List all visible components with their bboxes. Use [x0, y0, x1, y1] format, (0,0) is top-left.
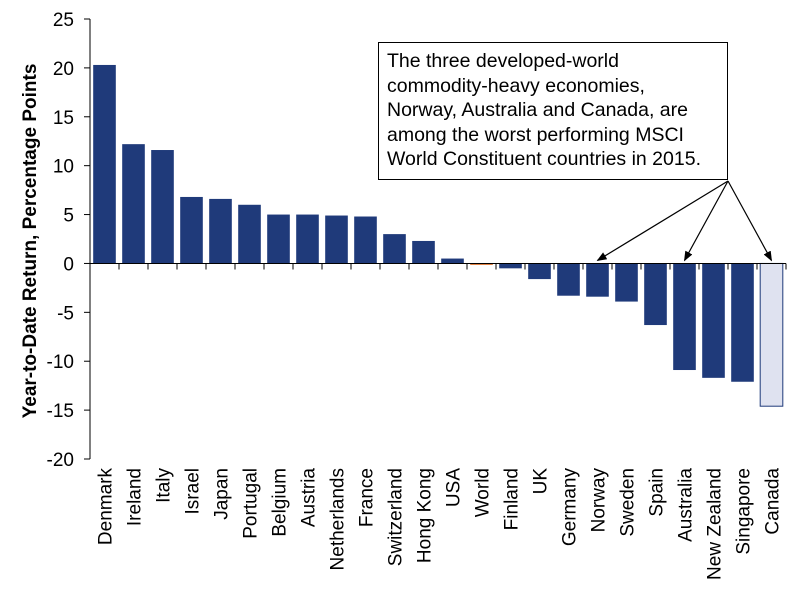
bar-france: [354, 216, 377, 264]
x-tick-label: Ireland: [125, 468, 146, 526]
x-tick-label: UK: [531, 468, 552, 495]
bar-hong-kong: [412, 240, 435, 264]
x-tick-label: Denmark: [96, 468, 117, 546]
y-tick-label: -10: [47, 352, 74, 373]
x-tick-label: Israel: [183, 468, 204, 514]
y-tick-label: 5: [63, 206, 74, 227]
y-axis-ticks: 25 20 15 10 5 0 -5 -10 -15 -20: [47, 10, 90, 471]
y-tick-label: 20: [53, 59, 74, 80]
bar-austria: [296, 214, 319, 264]
x-tick-label: Canada: [763, 468, 784, 535]
x-tick-label: Japan: [212, 468, 233, 520]
y-tick-label: 10: [53, 157, 74, 178]
x-tick-label: Finland: [502, 468, 523, 530]
bar-spain: [644, 263, 667, 326]
x-tick-label: Australia: [676, 468, 697, 542]
annotation-line: World Constituent countries in 2015.: [387, 148, 701, 170]
x-tick-label: Belgium: [270, 468, 291, 537]
bar-norway: [586, 263, 609, 297]
x-tick-label: Netherlands: [328, 468, 349, 570]
x-tick-label: Austria: [299, 468, 320, 528]
x-tick-label: Switzerland: [386, 468, 407, 566]
bar-australia: [673, 263, 696, 371]
bar-belgium: [267, 214, 290, 264]
x-tick-label: Hong Kong: [415, 468, 436, 563]
annotation-line: commodity-heavy economies,: [387, 74, 645, 97]
bars: [93, 64, 784, 407]
annotation-line: among the worst performing MSCI: [387, 123, 684, 146]
bar-portugal: [238, 204, 261, 264]
arrow-to-australia: [683, 180, 729, 262]
arrow-to-norway: [596, 180, 729, 261]
bar-singapore: [731, 263, 754, 382]
bar-netherlands: [325, 215, 348, 264]
x-tick-label: Singapore: [734, 468, 755, 555]
x-tick-label: World: [473, 468, 494, 517]
annotation-line: Norway, Australia and Canada, are: [387, 99, 688, 121]
y-tick-label: -5: [57, 303, 74, 324]
x-tick-label: Germany: [560, 468, 581, 547]
annotation-box: The three developed-world commodity-heav…: [378, 42, 728, 180]
x-tick-label: Portugal: [241, 468, 262, 539]
axes: [89, 19, 787, 459]
x-tick-label: Spain: [647, 468, 668, 517]
y-tick-label: -20: [47, 450, 74, 471]
annotation-arrows: [596, 180, 773, 262]
x-tick-label: Norway: [589, 468, 610, 533]
x-tick-label: USA: [444, 468, 465, 507]
bar-japan: [209, 198, 232, 264]
x-tick-label: Italy: [154, 468, 175, 503]
y-axis-title: Year-to-Date Return, Percentage Points: [20, 64, 41, 419]
bar-sweden: [615, 263, 638, 302]
bar-world: [470, 263, 493, 265]
bar-italy: [151, 150, 174, 264]
x-tick-label: Sweden: [618, 468, 639, 537]
bar-canada: [759, 262, 784, 407]
bar-denmark: [93, 64, 116, 264]
y-tick-label: 15: [53, 108, 74, 129]
arrow-to-canada: [727, 180, 773, 262]
bar-uk: [528, 263, 551, 280]
bar-ireland: [122, 144, 145, 264]
x-tick-label: New Zealand: [705, 468, 726, 580]
bar-switzerland: [383, 234, 406, 264]
y-tick-label: 0: [63, 254, 74, 275]
y-tick-label: 25: [53, 10, 74, 31]
annotation-line: The three developed-world: [387, 50, 619, 72]
y-tick-label: -15: [47, 401, 74, 422]
bar-israel: [180, 196, 203, 264]
bar-germany: [557, 263, 580, 296]
x-tick-label: France: [357, 468, 378, 527]
bar-new-zealand: [702, 263, 725, 378]
bar-finland: [499, 263, 522, 269]
bar-usa: [441, 258, 464, 264]
category-labels: Denmark Ireland Italy Israel Japan Portugal Be…: [96, 468, 784, 580]
